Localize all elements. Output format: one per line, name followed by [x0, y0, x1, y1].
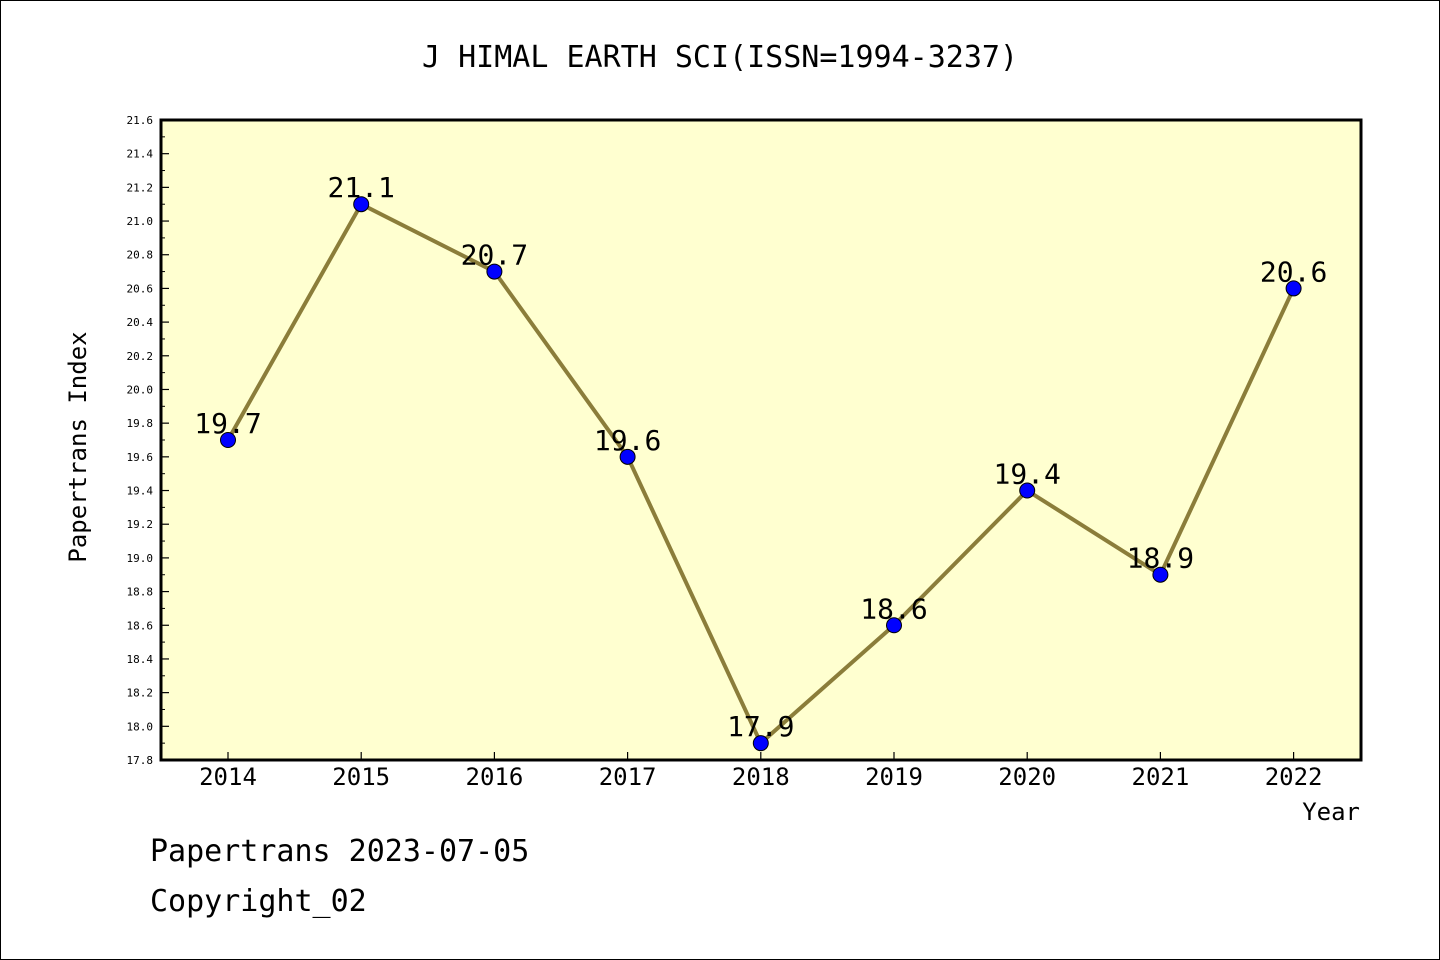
footer-copyright: Copyright_02	[150, 884, 367, 919]
y-axis-label: Papertrans Index	[64, 331, 92, 562]
x-tick-label: 2015	[332, 763, 390, 791]
y-tick-label: 20.0	[127, 383, 154, 396]
data-point	[1152, 566, 1169, 583]
x-tick-label: 2016	[466, 763, 524, 791]
x-tick-label: 2017	[599, 763, 657, 791]
y-tick-label: 19.0	[127, 552, 154, 565]
y-tick-label: 18.8	[127, 586, 154, 599]
x-tick-label: 2022	[1265, 763, 1323, 791]
data-point	[619, 448, 636, 465]
y-tick-label: 19.4	[127, 485, 154, 498]
y-tick-label: 20.6	[127, 282, 154, 295]
y-tick-label: 21.0	[127, 215, 154, 228]
series-1: 19.721.120.719.617.918.619.418.920.6	[194, 171, 1327, 752]
data-point	[486, 263, 503, 280]
data-point	[886, 617, 902, 634]
y-tick-label: 18.2	[127, 687, 154, 700]
y-tick-label: 21.6	[127, 114, 154, 127]
y-tick-label: 19.8	[127, 417, 154, 430]
data-point	[1285, 280, 1302, 297]
x-tick-label: 2018	[732, 763, 790, 791]
x-axis-label: Year	[1302, 798, 1360, 826]
y-axis: 17.8 18.0 18.2 18.4 18.6 18.8 19.0 19.2 19.4 19.6…	[127, 114, 169, 767]
x-tick-label: 2014	[199, 763, 257, 791]
y-tick-label: 17.8	[127, 754, 154, 767]
x-tick-label: 2021	[1132, 763, 1190, 791]
y-tick-label: 21.4	[127, 148, 154, 161]
chart-title: J HIMAL EARTH SCI(ISSN=1994-3237)	[422, 40, 1018, 75]
data-point	[353, 196, 370, 213]
y-tick-label: 20.4	[127, 316, 154, 329]
y-tick-label: 18.6	[127, 619, 154, 632]
data-point	[1019, 482, 1036, 499]
y-tick-label: 18.4	[127, 653, 154, 666]
y-tick-label: 20.8	[127, 249, 154, 262]
data-point	[220, 432, 236, 448]
y-tick-label: 20.2	[127, 350, 154, 363]
x-tick-label: 2020	[998, 763, 1056, 791]
x-tick-label: 2019	[865, 763, 923, 791]
data-point	[752, 735, 769, 752]
plot-area	[159, 118, 1363, 762]
y-tick-label: 19.2	[127, 518, 154, 531]
y-tick-label: 18.0	[127, 720, 154, 733]
x-axis: 2014 2015 2016 2017 2018 2019 2020 2021 2022	[199, 752, 1322, 791]
y-tick-label: 21.2	[127, 181, 154, 194]
footer-date: Papertrans 2023-07-05	[150, 834, 530, 869]
y-tick-label: 19.6	[127, 451, 154, 464]
